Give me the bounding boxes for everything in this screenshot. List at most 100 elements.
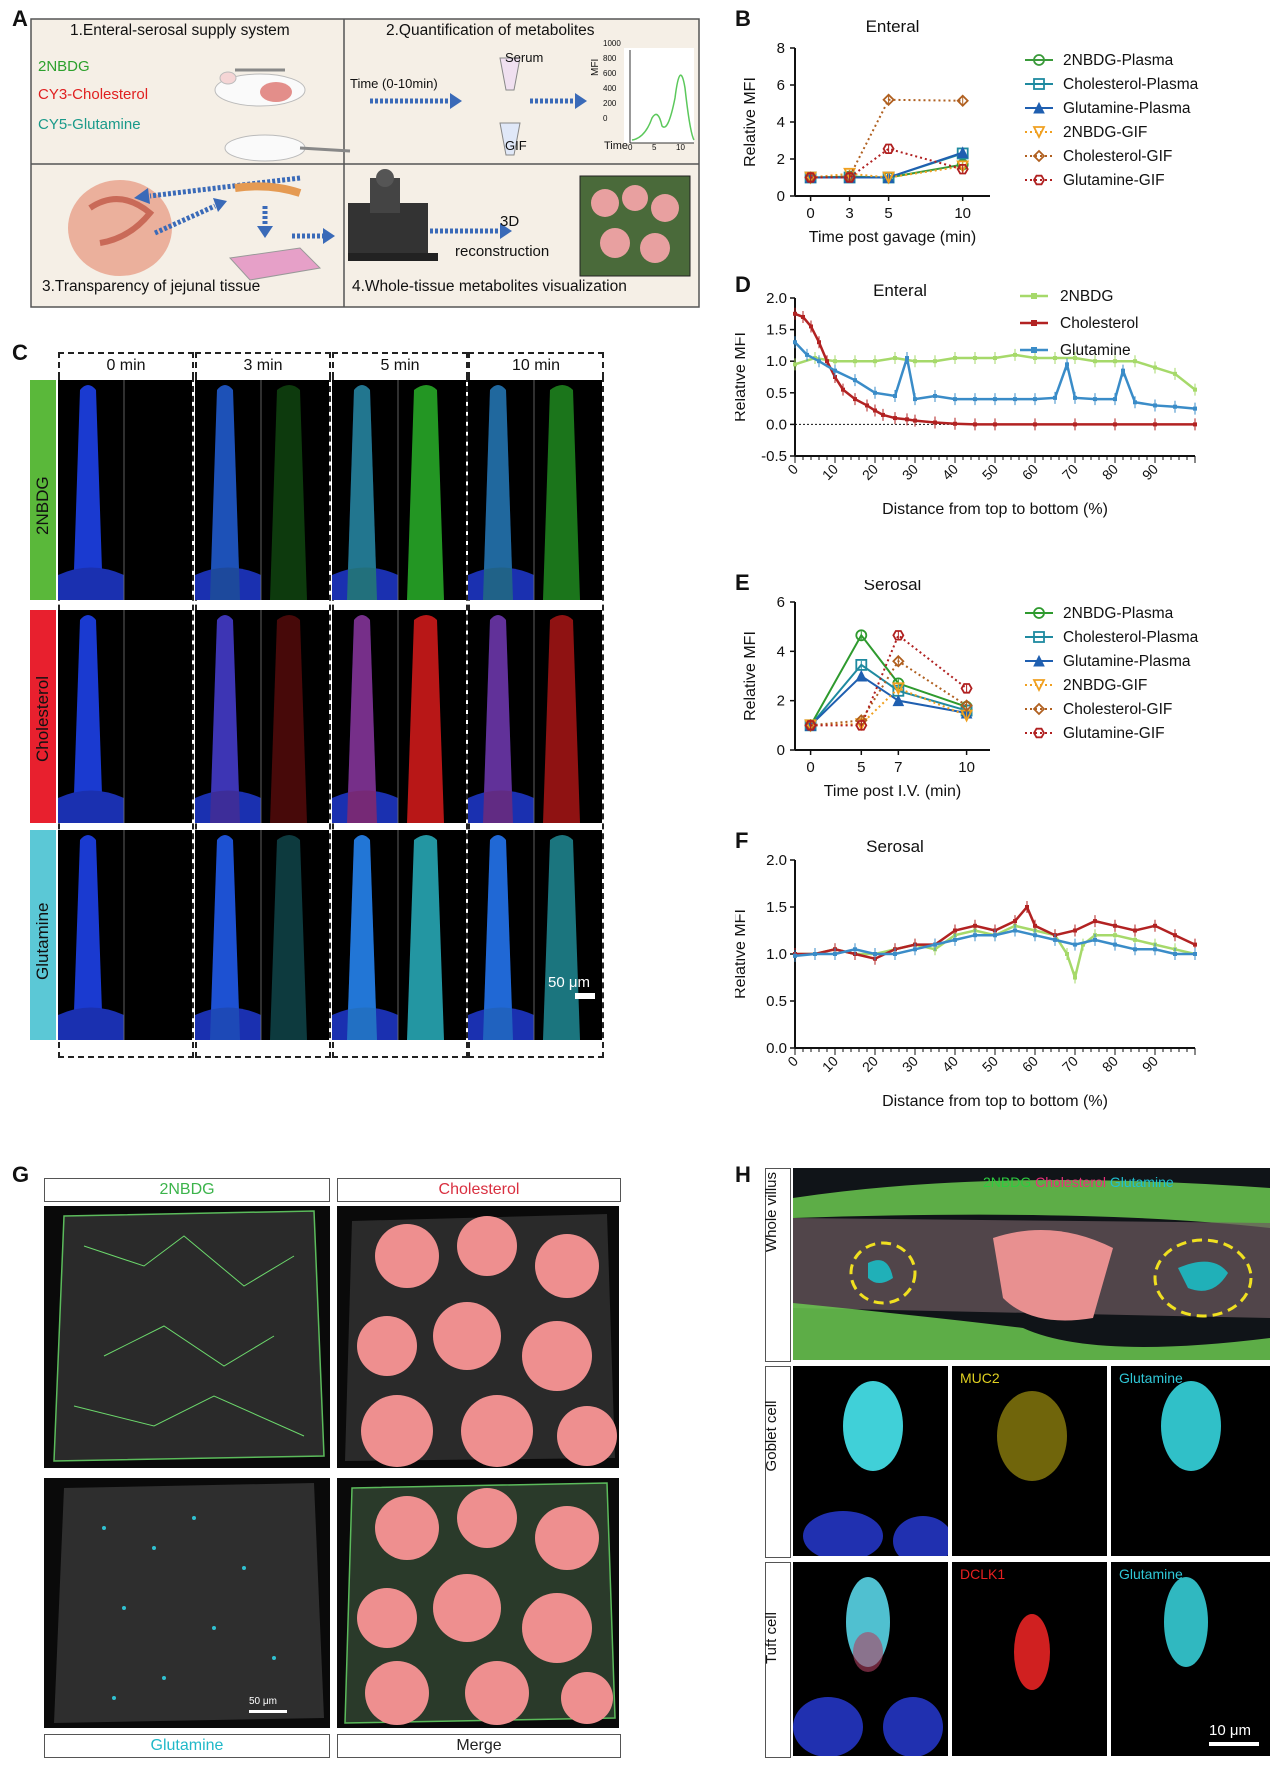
data-point [833, 368, 837, 373]
x-axis-label: Time post gavage (min) [809, 229, 976, 246]
series-line [810, 98, 963, 179]
data-point [793, 311, 797, 316]
series-line [809, 674, 967, 727]
data-point [905, 356, 909, 361]
legend-marker [1033, 101, 1045, 114]
series-glutamine-gif: Glutamine-GIF [804, 143, 1165, 189]
x-tick-label: 10 [819, 461, 841, 483]
data-point [953, 928, 957, 933]
data-point [1193, 952, 1197, 956]
panel-g-label-merge: Merge [337, 1734, 621, 1758]
legend-marker [1031, 320, 1037, 326]
panel-h: Whole villus 2NBDG Cholesterol Glutamine… [763, 1168, 1270, 1760]
data-point [873, 408, 877, 413]
x-tick-label: 50 [979, 461, 1001, 483]
data-point [1073, 356, 1077, 361]
panel-c-micrograph [195, 380, 329, 600]
legend-label: 2NBDG-GIF [1063, 124, 1147, 141]
panel-a-step3: 3.Transparency of jejunal tissue [42, 278, 261, 295]
chart-title: Enteral [866, 18, 920, 36]
data-point [1093, 919, 1097, 924]
x-tick-label: 20 [859, 461, 881, 483]
data-point [1033, 422, 1037, 427]
data-point [891, 682, 905, 696]
series-line [809, 633, 967, 726]
y-tick-label: 1.0 [766, 353, 787, 370]
data-point [993, 422, 997, 427]
panel-c-micrograph [58, 380, 192, 600]
series-glutamine: Glutamine [793, 336, 1197, 415]
legend-label: Cholesterol-GIF [1063, 148, 1172, 165]
panel-h-row-label-tuft-box [765, 1562, 791, 1758]
x-tick-label: 10 [819, 1053, 841, 1075]
data-point [882, 93, 895, 107]
data-point [873, 390, 877, 395]
panel-h-goblet-merge [793, 1366, 953, 1566]
data-point [905, 417, 909, 422]
legend-label: Cholesterol-Plasma [1063, 76, 1199, 93]
x-tick-label: 60 [1019, 1053, 1041, 1075]
panel-h-channel-labels: 2NBDG Cholesterol Glutamine [983, 1174, 1174, 1190]
panel-a-gif-label: GIF [505, 138, 527, 153]
panel-a-schematic [30, 18, 700, 308]
panel-c-micrograph [195, 830, 329, 1040]
panel-label-h: H [735, 1162, 751, 1187]
x-tick-label: 60 [1019, 461, 1041, 483]
x-tick-label: 7 [894, 759, 902, 776]
intestine-icon [68, 180, 172, 276]
y-tick-label: 4 [777, 114, 785, 131]
tissue-strip-icon [234, 182, 302, 197]
panel-g-label-2nbdg: 2NBDG [44, 1178, 330, 1202]
data-point [825, 359, 829, 364]
panel-a-time-label: Time (0-10min) [350, 76, 438, 91]
data-point [841, 387, 845, 392]
panel-g-image-cholesterol [337, 1206, 619, 1468]
panel-g-label-glutamine: Glutamine [44, 1734, 330, 1758]
data-point [1193, 422, 1197, 427]
data-point [1013, 352, 1017, 357]
data-point [873, 359, 877, 364]
x-tick-label: 5 [857, 759, 865, 776]
data-point [1193, 387, 1197, 392]
data-point [953, 356, 957, 361]
data-point [853, 947, 857, 952]
chart-f: 2.0 1.5 1.0 0.5 0.00 10 20 30 40 50 60 70 80 90 Serosa… [735, 838, 1197, 1110]
x-tick-label: 30 [899, 1053, 921, 1075]
data-point [956, 163, 969, 175]
mouse-icon-2 [224, 134, 306, 162]
legend-marker [1033, 607, 1045, 619]
panel-h-goblet-glutamine-label: Glutamine [1119, 1370, 1183, 1386]
x-tick-label: 50 [979, 1053, 1001, 1075]
data-point [1153, 365, 1157, 370]
panel-c-micrograph [332, 610, 466, 823]
data-point [933, 393, 937, 398]
syringe-icon-2 [299, 146, 351, 153]
data-point [793, 953, 797, 958]
panel-h-row-label-goblet: Goblet cell [763, 1400, 780, 1472]
y-tick-label: 0.5 [766, 385, 787, 402]
data-point [1093, 397, 1097, 402]
panel-h-tuft-glutamine-label: Glutamine [1119, 1566, 1183, 1582]
data-point [1053, 937, 1057, 942]
x-tick-label: 5 [884, 205, 892, 222]
y-tick-label: 0.0 [766, 1040, 787, 1057]
panel-c-micrograph [58, 610, 192, 823]
data-point [913, 947, 917, 952]
legend-marker [1033, 631, 1045, 643]
legend-marker [1031, 347, 1037, 353]
data-point [1053, 395, 1057, 400]
panel-g-scalebar: 50 μm [249, 1696, 277, 1707]
legend-label: Glutamine [1060, 342, 1131, 359]
data-point [893, 393, 897, 398]
legend-label: Cholesterol [1060, 315, 1138, 332]
data-point [893, 356, 897, 361]
x-tick-label: 0 [806, 759, 814, 776]
y-tick-label: 6 [777, 77, 785, 94]
data-point [913, 418, 917, 423]
data-point [956, 146, 969, 159]
x-tick-label: 10 [954, 205, 971, 222]
data-point [1133, 359, 1137, 364]
y-tick-label: 1.5 [766, 899, 787, 916]
panel-c-micrograph [468, 380, 602, 600]
panel-g: 2NBDG Cholesterol 50 μm Glutamine Merge [44, 1178, 621, 1758]
